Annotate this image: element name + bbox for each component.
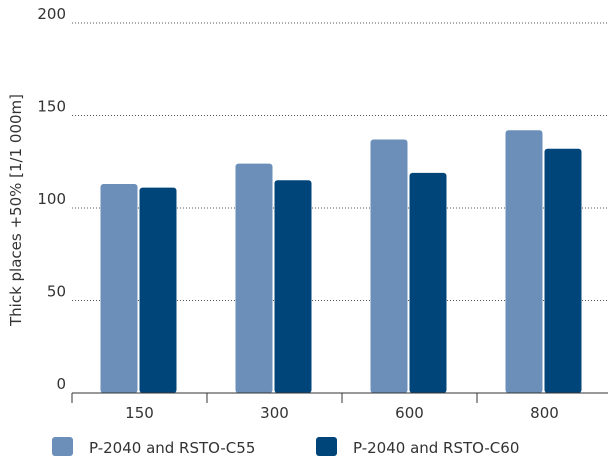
x-tick-label: 600 (395, 404, 424, 422)
x-tick-label: 300 (260, 404, 289, 422)
x-tick-label: 800 (530, 404, 559, 422)
legend: P-2040 and RSTO-C55 P-2040 and RSTO-C60 (52, 437, 519, 457)
bar-150-series-1 (100, 183, 138, 393)
bar-150-series-2 (139, 187, 177, 393)
legend-label: P-2040 and RSTO-C60 (353, 439, 519, 457)
bar-600-series-1 (370, 139, 408, 393)
y-tick-label: 50 (47, 283, 66, 301)
y-axis-tick-labels: 0 50 100 150 200 (37, 5, 66, 393)
bar-300-series-1 (235, 163, 273, 393)
legend-swatch (316, 437, 337, 456)
y-tick-label: 200 (37, 5, 66, 23)
bar-600-series-2 (409, 172, 447, 393)
x-axis: 150 300 600 800 (71, 392, 608, 422)
bar-800-series-1 (505, 130, 543, 394)
bar-800-series-2 (544, 148, 582, 393)
bars (100, 130, 582, 394)
y-axis-title: Thick places +50% [1/1 000m] (7, 94, 25, 327)
y-tick-label: 100 (37, 190, 66, 208)
legend-label: P-2040 and RSTO-C55 (89, 439, 255, 457)
y-tick-label: 150 (37, 98, 66, 116)
y-tick-label: 0 (56, 375, 66, 393)
x-tick-label: 150 (125, 404, 154, 422)
bar-300-series-2 (274, 180, 312, 393)
gridlines (72, 22, 608, 301)
legend-swatch (52, 437, 73, 456)
